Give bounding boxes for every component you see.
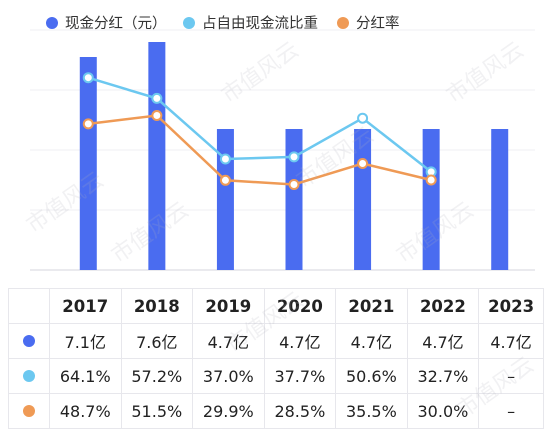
legend-item-fcf-ratio: 占自由现金流比重 <box>183 12 318 33</box>
table-cell: 64.1% <box>49 358 122 394</box>
fcf-ratio-point-2017 <box>82 72 94 84</box>
table-cell: 57.2% <box>120 358 194 394</box>
table-header-row: 2017 2018 2019 2020 2021 2022 2023 <box>8 288 544 324</box>
year-header: 2019 <box>192 288 265 324</box>
bar-2019 <box>216 129 234 270</box>
table-cell: 28.5% <box>263 393 337 429</box>
fcf-ratio-point-2018 <box>151 92 163 104</box>
table-row-payout: 48.7% 51.5% 29.9% 28.5% 35.5% 30.0% – <box>8 393 544 429</box>
year-header: 2023 <box>478 288 544 324</box>
legend-dot-icon <box>337 16 349 29</box>
bar-2020 <box>285 129 303 270</box>
payout-point-2017 <box>82 118 94 130</box>
year-header: 2022 <box>406 288 480 324</box>
bar-2022 <box>422 129 440 270</box>
fcf-ratio-dot-icon <box>23 369 35 382</box>
payout-dot-icon <box>23 404 35 417</box>
table-cell: 32.7% <box>406 358 480 394</box>
table-cell: 51.5% <box>120 393 194 429</box>
dividend-dot-icon <box>23 334 35 347</box>
payout-point-2022 <box>425 174 437 186</box>
table-cell: 50.6% <box>335 358 408 394</box>
table-cell: 48.7% <box>49 393 122 429</box>
year-header: 2018 <box>120 288 194 324</box>
table-cell: 35.5% <box>335 393 408 429</box>
payout-point-2019 <box>219 174 231 186</box>
table-cell: 29.9% <box>192 393 265 429</box>
table-cell: 4.7亿 <box>263 323 337 359</box>
gridlines <box>30 29 535 271</box>
table-row-dividend: 7.1亿 7.6亿 4.7亿 4.7亿 4.7亿 4.7亿 4.7亿 <box>8 323 544 359</box>
table-cell: 4.7亿 <box>478 323 544 359</box>
row-marker <box>8 393 50 429</box>
row-marker <box>8 358 50 394</box>
legend-item-payout: 分红率 <box>337 12 400 33</box>
fcf-ratio-line <box>87 76 432 173</box>
data-table: 2017 2018 2019 2020 2021 2022 2023 7.1亿 … <box>8 288 544 429</box>
table-cell: 7.1亿 <box>49 323 122 359</box>
table-cell: 37.0% <box>192 358 265 394</box>
payout-point-2021 <box>357 158 369 169</box>
table-corner <box>8 288 50 324</box>
table-cell: 4.7亿 <box>192 323 265 359</box>
bar-2017 <box>79 57 97 270</box>
bar-2021 <box>354 129 372 270</box>
table-cell: – <box>478 358 544 394</box>
year-header: 2021 <box>335 288 408 324</box>
legend-item-dividend: 现金分红（元） <box>46 12 167 33</box>
bar-2018 <box>148 42 166 270</box>
legend-dot-icon <box>46 16 58 29</box>
fcf-ratio-point-2021 <box>357 112 369 124</box>
legend-dot-icon <box>183 16 195 29</box>
table-cell: 30.0% <box>406 393 480 429</box>
bar-2023 <box>491 129 509 270</box>
table-row-fcf-ratio: 64.1% 57.2% 37.0% 37.7% 50.6% 32.7% – <box>8 358 544 394</box>
payout-point-2018 <box>151 110 163 121</box>
fcf-ratio-point-2020 <box>288 151 300 163</box>
fcf-ratio-point-2019 <box>219 153 231 165</box>
legend-label: 占自由现金流比重 <box>202 16 318 32</box>
table-cell: 4.7亿 <box>406 323 480 359</box>
table-cell: 4.7亿 <box>335 323 408 359</box>
table-cell: – <box>478 393 544 429</box>
year-header: 2020 <box>263 288 337 324</box>
legend-label: 分红率 <box>356 16 400 32</box>
year-header: 2017 <box>49 288 122 324</box>
legend-label: 现金分红（元） <box>65 16 167 32</box>
table-cell: 7.6亿 <box>120 323 194 359</box>
payout-point-2020 <box>288 179 300 190</box>
legend: 现金分红（元） 占自由现金流比重 分红率 <box>0 12 550 36</box>
table-cell: 37.7% <box>263 358 337 394</box>
row-marker <box>8 323 50 359</box>
payout-line <box>88 114 432 186</box>
line-series <box>82 72 437 190</box>
